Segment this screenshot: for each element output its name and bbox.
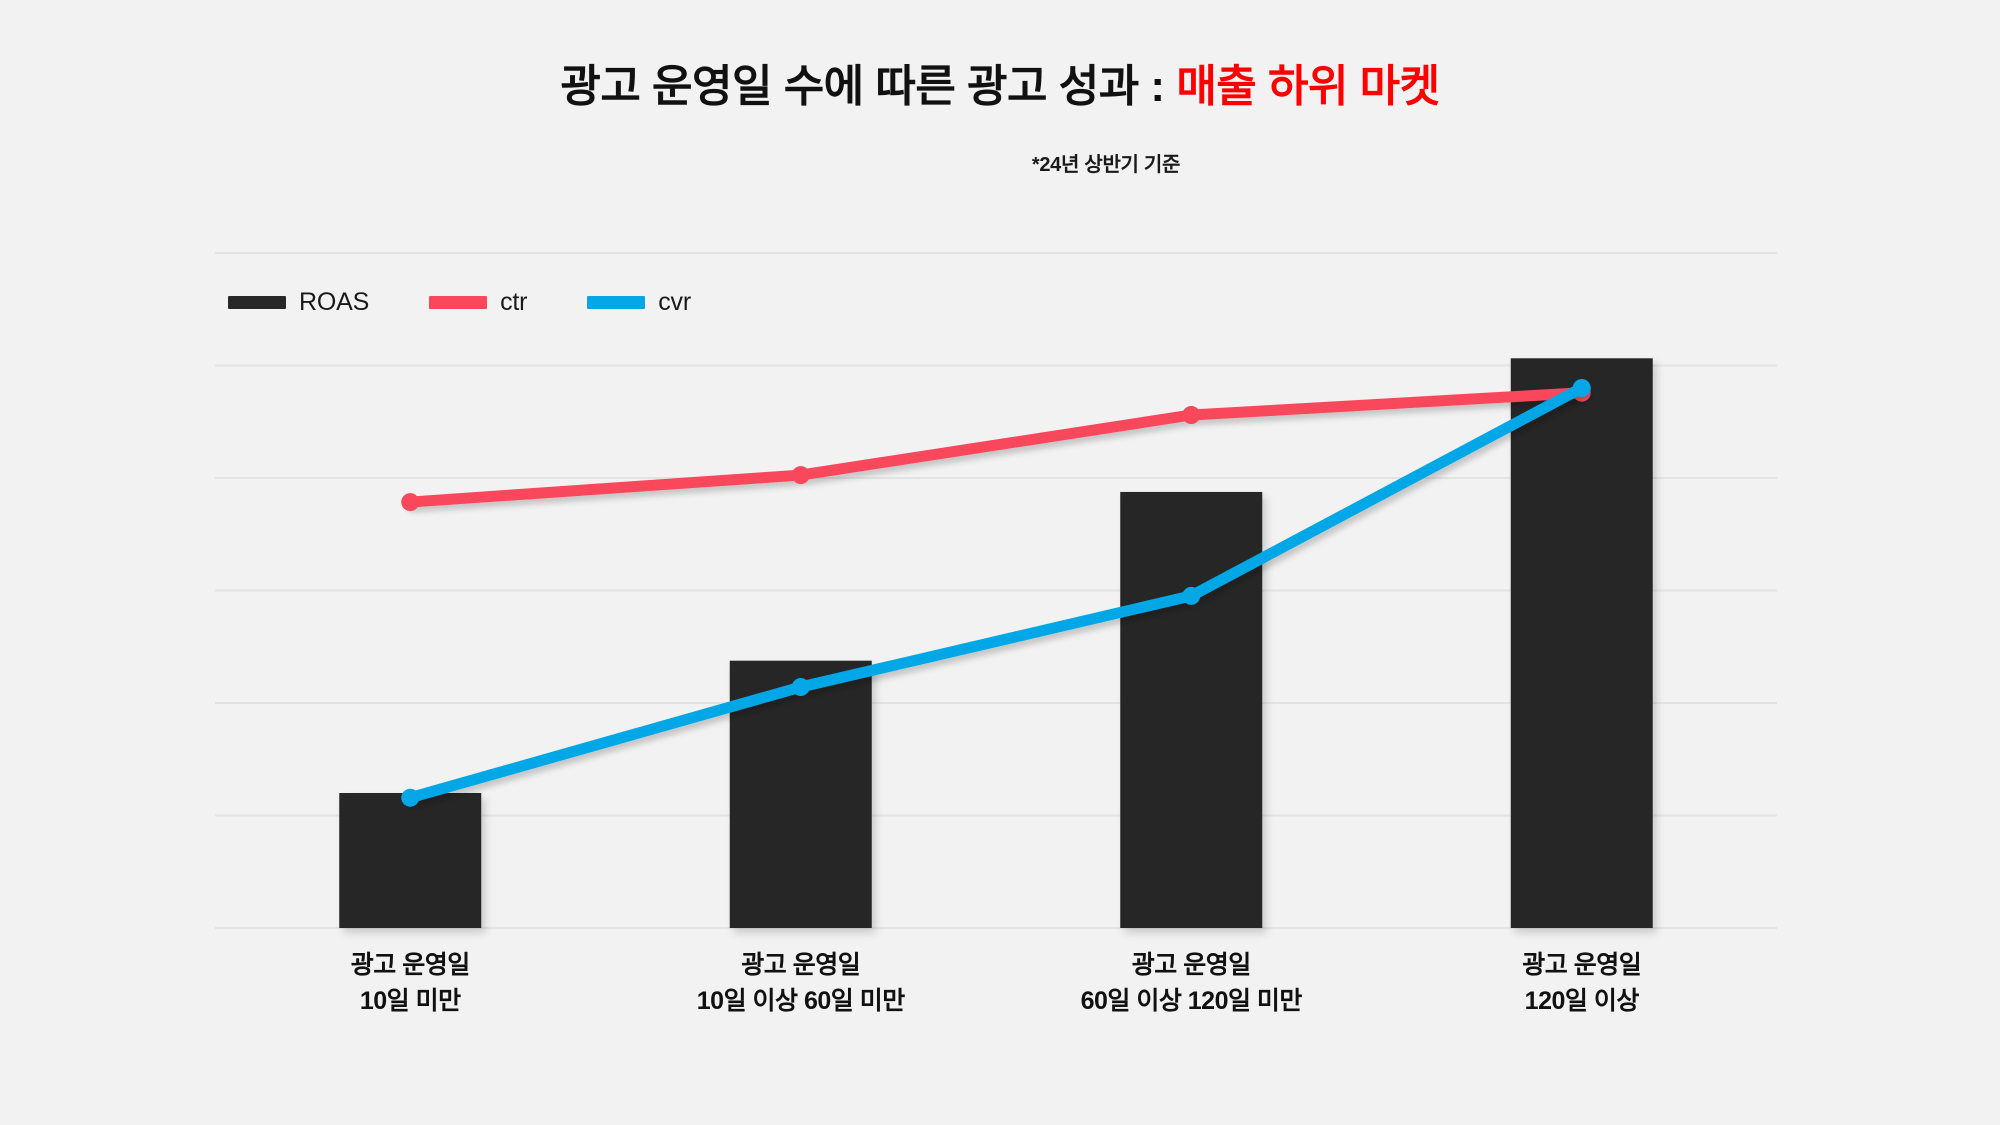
page-title-accent: 매출 하위 마켓 <box>1176 62 1440 111</box>
bar-roas[interactable] <box>339 793 482 928</box>
page-title-main: 광고 운영일 수에 따른 광고 성과 : <box>560 62 1177 111</box>
x-axis-label-line1: 광고 운영일 <box>1131 951 1251 979</box>
x-axis-label: 광고 운영일 10일 이상 60일 미만 <box>697 948 905 1019</box>
bar-roas[interactable] <box>1510 358 1653 928</box>
legend-item-cvr[interactable]: cvr <box>587 288 691 317</box>
legend-swatch-cvr-icon <box>587 296 646 309</box>
x-axis-label: 광고 운영일 120일 이상 <box>1522 948 1641 1019</box>
bar-series-roas <box>339 358 1653 928</box>
legend-label-ctr: ctr <box>500 288 528 316</box>
x-axis-label-line2: 60일 이상 120일 미만 <box>1080 986 1303 1015</box>
line-series-cvr <box>401 379 1591 807</box>
legend-swatch-ctr-icon <box>429 296 488 309</box>
x-axis-label-line2: 10일 미만 <box>359 986 461 1015</box>
legend-swatch-roas-icon <box>228 296 286 309</box>
line-series-ctr <box>401 383 1591 512</box>
cvr-path <box>404 382 1588 804</box>
chart-subtitle: *24년 상반기 기준 <box>1031 154 1181 176</box>
cvr-point[interactable] <box>1182 586 1201 605</box>
ctr-point[interactable] <box>1182 406 1201 424</box>
x-axis-label-line1: 광고 운영일 <box>1522 951 1642 979</box>
legend-item-ctr[interactable]: ctr <box>429 288 527 317</box>
x-axis-label-line2: 10일 이상 60일 미만 <box>696 986 905 1015</box>
x-axis-label-line2: 120일 이상 <box>1524 986 1640 1015</box>
legend-item-roas[interactable]: ROAS <box>228 288 369 317</box>
bar-roas[interactable] <box>1120 491 1263 928</box>
x-axis-label: 광고 운영일 10일 미만 <box>351 948 470 1019</box>
chart-legend: ROAS ctr cvr <box>228 288 751 317</box>
ctr-point[interactable] <box>401 493 420 512</box>
x-axis-label: 광고 운영일 60일 이상 120일 미만 <box>1080 948 1303 1019</box>
legend-label-roas: ROAS <box>299 288 370 316</box>
cvr-point[interactable] <box>401 788 420 807</box>
x-axis-label-line1: 광고 운영일 <box>350 951 470 979</box>
title-block: 광고 운영일 수에 따른 광고 성과 : 매출 하위 마켓 <box>0 62 2000 113</box>
cvr-point[interactable] <box>791 678 810 697</box>
x-axis-labels: 광고 운영일 10일 미만 광고 운영일 10일 이상 60일 미만 광고 운영일 60일… <box>0 948 2000 1058</box>
legend-label-cvr: cvr <box>658 288 691 316</box>
ctr-point[interactable] <box>791 466 810 485</box>
x-axis-label-line1: 광고 운영일 <box>741 951 861 979</box>
ctr-path <box>404 387 1588 508</box>
cvr-point[interactable] <box>1572 379 1591 397</box>
page-title: 광고 운영일 수에 따른 광고 성과 : 매출 하위 마켓 <box>0 62 2000 113</box>
